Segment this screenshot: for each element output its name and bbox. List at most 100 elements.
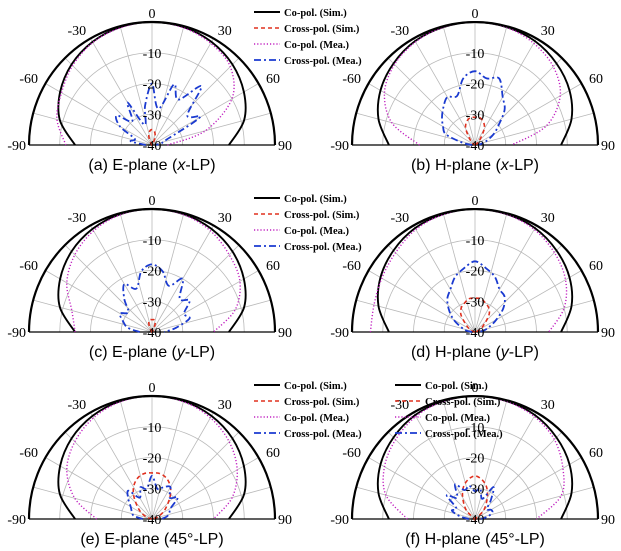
r-tick-label: -30 bbox=[466, 295, 485, 310]
series-cross-pol-sim bbox=[132, 472, 172, 520]
polar-panel-6: -90 -60 -30 0 30 60 90 -10 -20 -30 -40 (f) H-plane … bbox=[330, 381, 615, 548]
polar-panel-1: -90 -60 -30 0 30 60 90 -10 -20 -30 -40 (a) E-plane … bbox=[7, 7, 362, 174]
legend: Co-pol. (Sim.) Cross-pol. (Sim.) Co-pol. (… bbox=[254, 194, 362, 253]
grid-spoke bbox=[151, 299, 271, 333]
series-cross-pol-sim bbox=[461, 475, 489, 521]
theta-tick-label: -60 bbox=[19, 72, 38, 87]
polar-boundary bbox=[350, 20, 600, 146]
legend: Co-pol. (Sim.) Cross-pol. (Sim.) Co-pol. (… bbox=[395, 381, 503, 440]
polar-boundary bbox=[27, 394, 277, 520]
series-co-pol-mea bbox=[369, 208, 568, 333]
grid-spoke bbox=[151, 38, 214, 146]
theta-tick-label: 0 bbox=[149, 194, 156, 209]
grid-spoke bbox=[45, 83, 153, 146]
r-tick-label: -20 bbox=[143, 265, 162, 280]
legend-label: Co-pol. (Sim.) bbox=[284, 8, 347, 19]
grid-spoke bbox=[151, 400, 185, 520]
legend-label: Cross-pol. (Mea.) bbox=[284, 56, 362, 67]
r-tick-label: -20 bbox=[143, 452, 162, 467]
theta-tick-label: 30 bbox=[541, 24, 555, 39]
r-tick-label: -10 bbox=[466, 421, 485, 436]
grid-spoke bbox=[151, 213, 185, 333]
polar-panel-4: -90 -60 -30 0 30 60 90 -10 -20 -30 -40 (d) H-plane … bbox=[330, 194, 615, 361]
grid-spoke bbox=[413, 412, 476, 520]
theta-tick-label: -30 bbox=[391, 398, 410, 413]
theta-tick-label: -90 bbox=[7, 513, 26, 528]
r-tick-label: -10 bbox=[143, 421, 162, 436]
r-tick-label: -10 bbox=[143, 47, 162, 62]
legend-label: Co-pol. (Sim.) bbox=[284, 381, 347, 392]
grid-spoke bbox=[151, 270, 259, 333]
legend-label: Co-pol. (Sim.) bbox=[425, 381, 488, 392]
grid-spoke bbox=[474, 26, 508, 146]
caption-text: -LP) bbox=[509, 344, 539, 361]
caption-text: (c) E-plane ( bbox=[89, 344, 178, 361]
r-tick-label: -10 bbox=[466, 47, 485, 62]
grid-spoke bbox=[90, 38, 153, 146]
grid-spoke bbox=[90, 225, 153, 333]
grid-spoke bbox=[119, 400, 153, 520]
theta-tick-label: 0 bbox=[472, 194, 479, 209]
r-tick-label: -20 bbox=[466, 78, 485, 93]
series-co-pol-mea bbox=[56, 21, 235, 146]
panel-caption: (d) H-plane (y-LP) bbox=[411, 344, 539, 361]
theta-tick-label: -90 bbox=[7, 326, 26, 341]
grid-spoke bbox=[413, 225, 476, 333]
legend: Co-pol. (Sim.) Cross-pol. (Sim.) Co-pol. (… bbox=[254, 8, 362, 67]
r-tick-label: -40 bbox=[466, 326, 485, 341]
grid-spoke bbox=[151, 112, 271, 146]
caption-text: (a) E-plane ( bbox=[88, 157, 178, 174]
theta-tick-label: 30 bbox=[218, 24, 232, 39]
theta-tick-label: 60 bbox=[589, 446, 603, 461]
polar-boundary bbox=[350, 207, 600, 333]
series-cross-pol-mea bbox=[441, 70, 506, 146]
polar-panel-2: -90 -60 -30 0 30 60 90 -10 -20 -30 -40 (b) H-plane … bbox=[330, 7, 615, 174]
legend-label: Cross-pol. (Mea.) bbox=[284, 429, 362, 440]
r-tick-label: -10 bbox=[143, 234, 162, 249]
grid-spoke bbox=[151, 431, 240, 520]
grid-spoke bbox=[474, 457, 582, 520]
series-cross-pol-mea bbox=[126, 475, 179, 520]
theta-tick-label: -30 bbox=[68, 24, 87, 39]
caption-italic: x bbox=[500, 157, 510, 174]
grid-spoke bbox=[151, 486, 271, 520]
legend-label: Co-pol. (Mea.) bbox=[425, 413, 491, 424]
theta-tick-label: -30 bbox=[391, 211, 410, 226]
caption-italic: x bbox=[176, 157, 186, 174]
series-cross-pol-sim bbox=[464, 116, 486, 147]
theta-tick-label: 30 bbox=[218, 211, 232, 226]
grid-spoke bbox=[151, 57, 240, 146]
grid-spoke bbox=[368, 270, 476, 333]
grid-spoke bbox=[474, 244, 563, 333]
caption-text: (b) H-plane ( bbox=[411, 157, 501, 174]
theta-tick-label: 60 bbox=[266, 446, 280, 461]
grid-spoke bbox=[442, 213, 476, 333]
grid-spoke bbox=[368, 83, 476, 146]
series-cross-pol-mea bbox=[115, 82, 203, 146]
series-cross-pol-mea bbox=[118, 263, 191, 333]
legend-label: Co-pol. (Mea.) bbox=[284, 413, 350, 424]
theta-tick-label: -30 bbox=[391, 24, 410, 39]
grid-spoke bbox=[90, 412, 153, 520]
theta-tick-label: -60 bbox=[19, 259, 38, 274]
grid-spoke bbox=[33, 486, 153, 520]
theta-tick-label: -30 bbox=[68, 398, 87, 413]
theta-tick-label: 90 bbox=[278, 513, 292, 528]
grid-spoke bbox=[474, 486, 594, 520]
panel-caption: (b) H-plane (x-LP) bbox=[411, 157, 539, 174]
polar-boundary bbox=[27, 207, 277, 333]
theta-tick-label: 90 bbox=[601, 139, 615, 154]
series-co-pol-mea bbox=[382, 395, 565, 520]
caption-text: (d) H-plane ( bbox=[411, 344, 501, 361]
theta-tick-label: 60 bbox=[589, 72, 603, 87]
grid-spoke bbox=[356, 299, 476, 333]
theta-tick-label: 0 bbox=[149, 381, 156, 396]
theta-tick-label: 30 bbox=[541, 211, 555, 226]
polar-panel-5: -90 -60 -30 0 30 60 90 -10 -20 -30 -40 (e) E-plane … bbox=[7, 381, 362, 548]
grid-spoke bbox=[387, 431, 476, 520]
r-tick-label: -20 bbox=[466, 265, 485, 280]
theta-tick-label: -60 bbox=[19, 446, 38, 461]
theta-tick-label: 60 bbox=[266, 259, 280, 274]
theta-tick-label: -90 bbox=[330, 139, 349, 154]
